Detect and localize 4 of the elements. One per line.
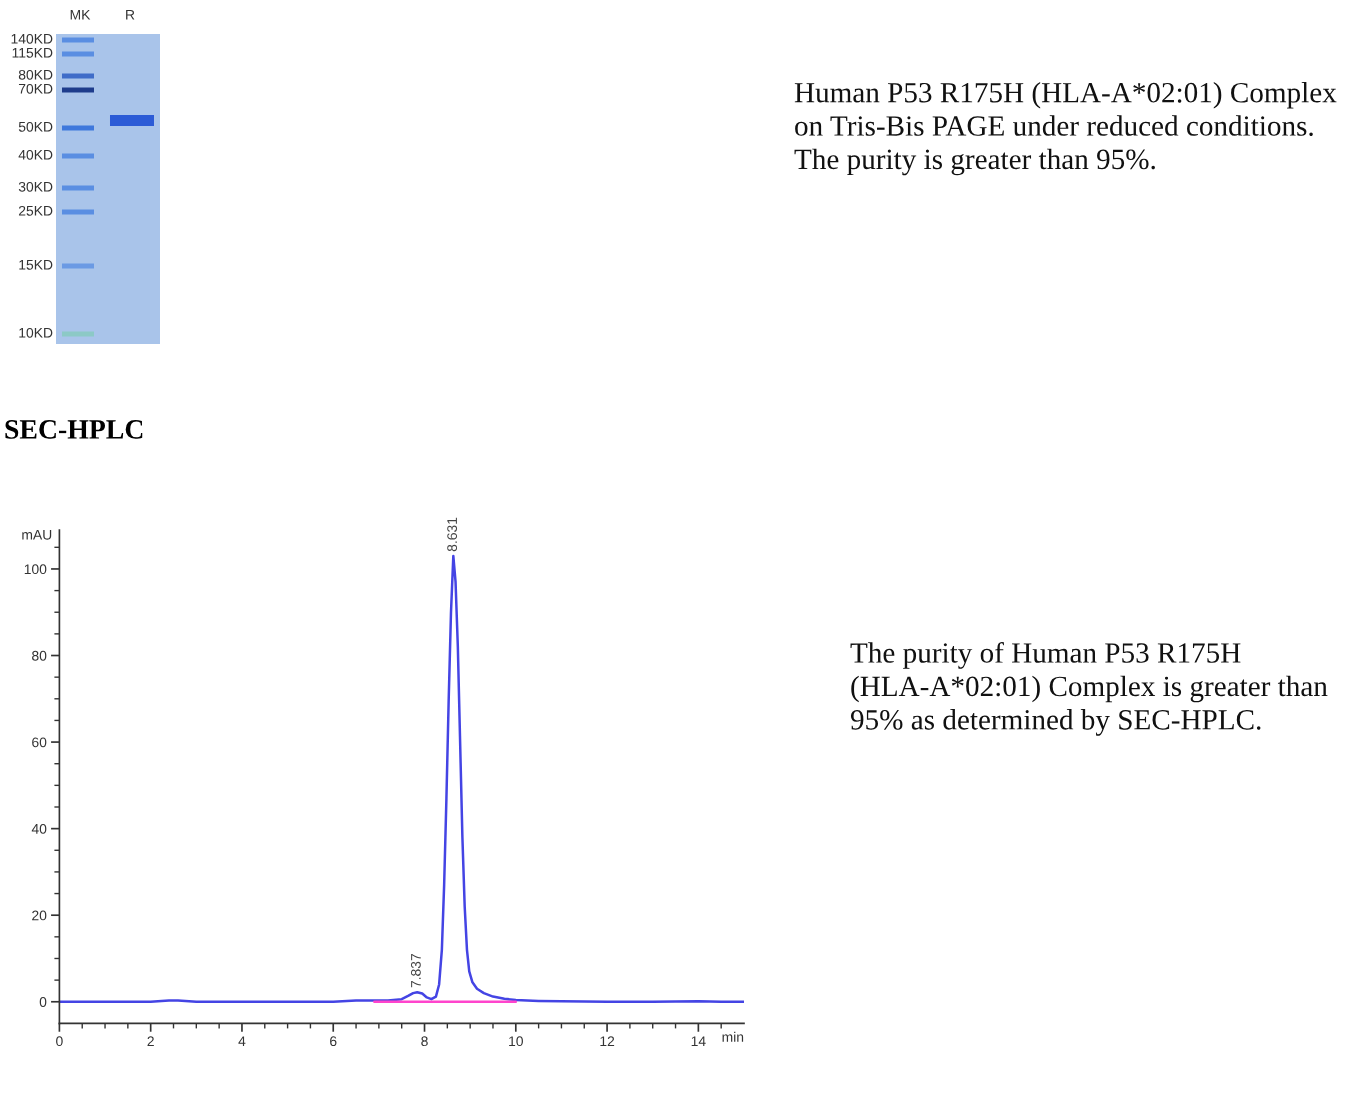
text: The purity of Human P53 R175H (HLA-A*02:01) Complex is greater than 95% as determined by SEC-HPLC. <box>850 642 1328 736</box>
text: Human P53 R175H (HLA-A*02:01) Complex on Tris-Bis PAGE under reduced conditions. The purity is greater than 95%. <box>794 82 1337 176</box>
line-series <box>59 554 744 1004</box>
chart-title: SEC-HPLC <box>5 420 143 439</box>
